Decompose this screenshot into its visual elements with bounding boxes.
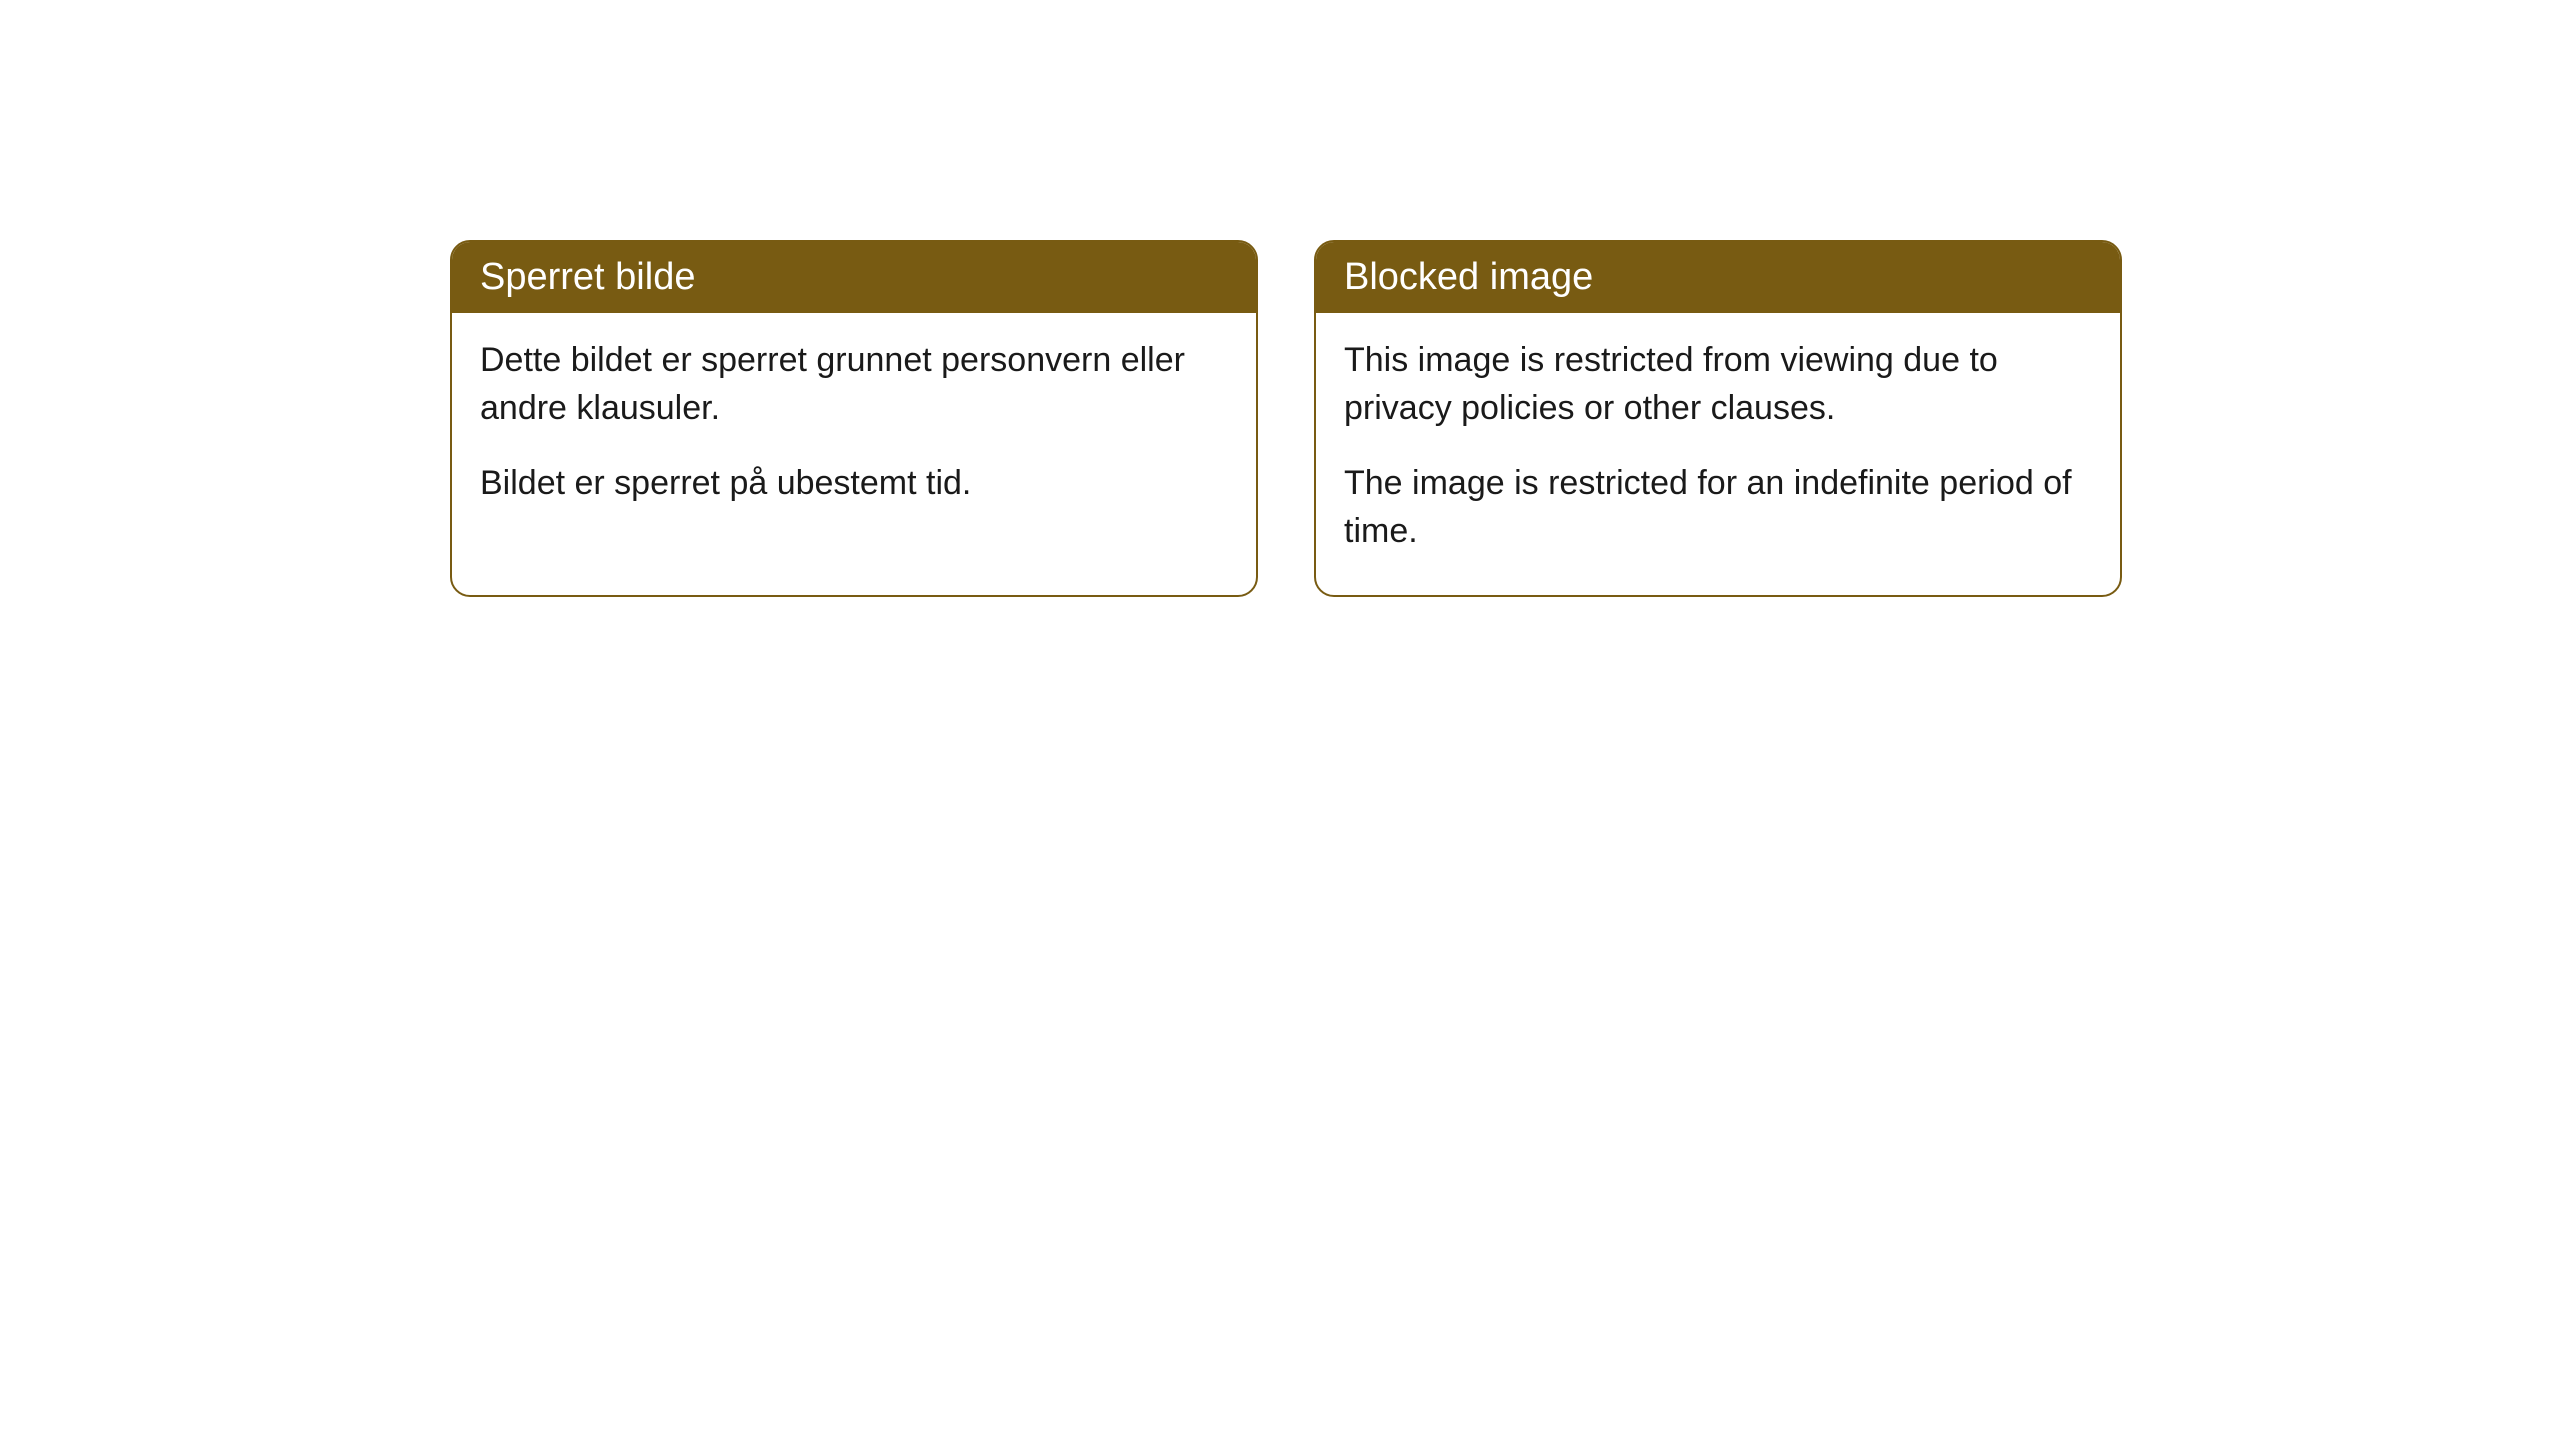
card-paragraph-english-1: This image is restricted from viewing du… — [1344, 337, 2092, 432]
card-paragraph-english-2: The image is restricted for an indefinit… — [1344, 460, 2092, 555]
card-title-english: Blocked image — [1344, 256, 1593, 298]
card-body-norwegian: Dette bildet er sperret grunnet personve… — [452, 313, 1256, 548]
card-title-norwegian: Sperret bilde — [480, 256, 695, 298]
card-header-english: Blocked image — [1316, 242, 2120, 313]
card-header-norwegian: Sperret bilde — [452, 242, 1256, 313]
blocked-image-card-norwegian: Sperret bilde Dette bildet er sperret gr… — [450, 240, 1258, 597]
blocked-image-card-english: Blocked image This image is restricted f… — [1314, 240, 2122, 597]
card-body-english: This image is restricted from viewing du… — [1316, 313, 2120, 595]
card-paragraph-norwegian-1: Dette bildet er sperret grunnet personve… — [480, 337, 1228, 432]
card-paragraph-norwegian-2: Bildet er sperret på ubestemt tid. — [480, 460, 1228, 508]
notice-cards-container: Sperret bilde Dette bildet er sperret gr… — [450, 240, 2122, 597]
